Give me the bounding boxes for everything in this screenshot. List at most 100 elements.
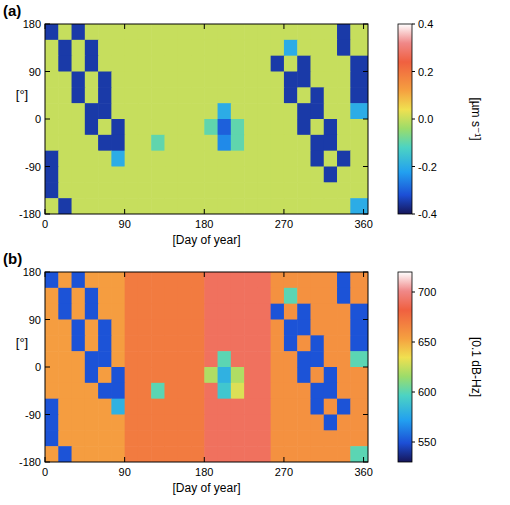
cell: [151, 87, 165, 103]
cell: [257, 335, 271, 351]
cell: [151, 167, 165, 183]
cell: [178, 304, 192, 320]
cell: [297, 151, 311, 167]
y-tick-label: 90: [29, 66, 41, 78]
cell: [151, 119, 165, 135]
cell: [98, 72, 112, 88]
cell: [337, 119, 351, 135]
y-tick: [363, 272, 368, 273]
cell: [350, 399, 368, 415]
cell: [45, 320, 59, 336]
cell: [204, 272, 218, 288]
y-tick: [45, 24, 50, 25]
cell: [297, 430, 311, 446]
cell: [310, 304, 324, 320]
colorbar-tick: [412, 442, 415, 443]
cell: [284, 103, 298, 119]
cell: [204, 383, 218, 399]
cell: [85, 119, 99, 135]
cell: [204, 56, 218, 72]
cell: [111, 72, 125, 88]
cell: [337, 415, 351, 431]
cell: [310, 103, 324, 119]
cell: [218, 103, 232, 119]
cell: [164, 103, 178, 119]
cell: [151, 272, 165, 288]
cell: [138, 103, 152, 119]
cell: [45, 335, 59, 351]
cells: [45, 272, 368, 462]
panel: 090180270360-180-90090180[Day of year][°…: [3, 250, 483, 495]
cell: [85, 288, 99, 304]
x-tick: [363, 209, 364, 214]
cell: [45, 304, 59, 320]
cell: [337, 430, 351, 446]
colorbar-tick-label: 550: [418, 436, 436, 448]
cell: [164, 24, 178, 40]
cell: [72, 87, 86, 103]
cell: [164, 351, 178, 367]
colorbar-tick: [412, 214, 415, 215]
x-tick: [45, 457, 46, 462]
cell: [125, 56, 139, 72]
cell: [164, 335, 178, 351]
x-tick-label: 0: [42, 218, 48, 230]
cell: [284, 288, 298, 304]
cell: [350, 151, 368, 167]
cell: [164, 383, 178, 399]
cell: [350, 182, 368, 198]
cell: [138, 151, 152, 167]
cell: [218, 383, 232, 399]
cell: [244, 103, 258, 119]
cell: [350, 446, 368, 462]
cell: [58, 399, 72, 415]
cell: [138, 351, 152, 367]
cell: [178, 87, 192, 103]
cell: [350, 135, 368, 151]
cell: [244, 335, 258, 351]
cell: [85, 198, 99, 214]
cell: [138, 87, 152, 103]
y-tick: [363, 24, 368, 25]
cell: [257, 135, 271, 151]
cell: [271, 56, 285, 72]
cell: [231, 367, 245, 383]
cell: [204, 24, 218, 40]
cell: [324, 167, 338, 183]
cell: [204, 351, 218, 367]
cell: [204, 446, 218, 462]
cell: [244, 182, 258, 198]
cell: [257, 351, 271, 367]
cell: [178, 446, 192, 462]
cell: [138, 72, 152, 88]
colorbar-tick: [412, 24, 415, 25]
cell: [164, 288, 178, 304]
cell: [178, 119, 192, 135]
cell: [72, 288, 86, 304]
cell: [284, 304, 298, 320]
cell: [85, 24, 99, 40]
cell: [244, 272, 258, 288]
cell: [271, 119, 285, 135]
cell: [191, 335, 205, 351]
cell: [218, 56, 232, 72]
cell: [231, 351, 245, 367]
cell: [271, 415, 285, 431]
cell: [45, 119, 59, 135]
colorbar-tick: [412, 392, 415, 393]
x-tick-label: 270: [275, 218, 293, 230]
cell: [111, 198, 125, 214]
cell: [297, 182, 311, 198]
cells: [45, 24, 368, 214]
cell: [85, 351, 99, 367]
y-tick-label: 90: [29, 314, 41, 326]
x-tick-label: 360: [354, 466, 372, 478]
cell: [178, 399, 192, 415]
x-tick: [124, 272, 125, 277]
cell: [164, 399, 178, 415]
cell: [257, 24, 271, 40]
cell: [191, 87, 205, 103]
cell: [284, 351, 298, 367]
cell: [324, 135, 338, 151]
cell: [98, 367, 112, 383]
